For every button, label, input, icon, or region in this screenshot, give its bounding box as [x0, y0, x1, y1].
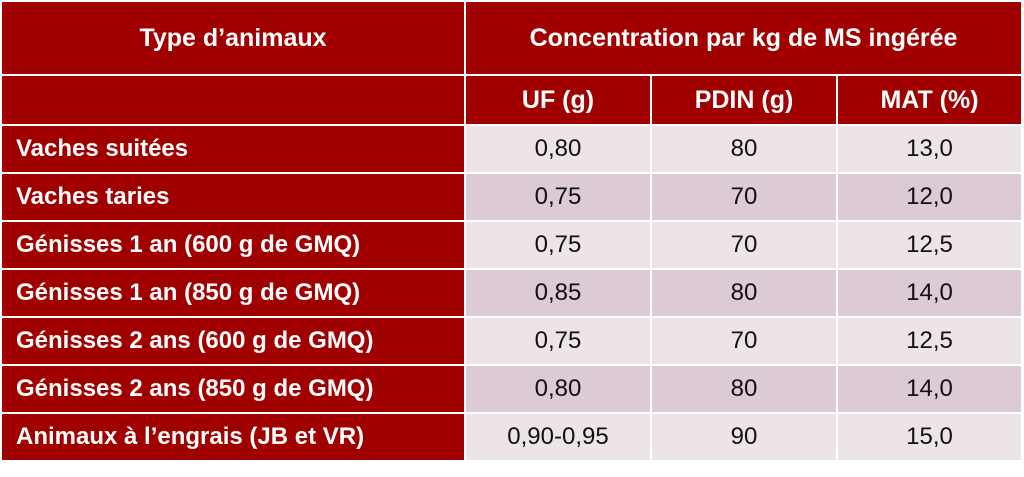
header-mat: MAT (%): [835, 74, 1024, 126]
pdin-cell: 90: [650, 412, 838, 462]
mat-cell: 12,5: [835, 316, 1024, 366]
uf-cell: 0,75: [464, 316, 652, 366]
header-animal-type: Type d’animaux: [0, 0, 466, 76]
mat-cell: 12,0: [835, 172, 1024, 222]
table-row: Génisses 2 ans (600 g de GMQ) 0,75 70 12…: [0, 316, 1024, 366]
uf-cell: 0,80: [464, 124, 652, 174]
table-row: Génisses 2 ans (850 g de GMQ) 0,80 80 14…: [0, 364, 1024, 414]
animal-type-cell: Génisses 1 an (850 g de GMQ): [0, 268, 466, 318]
header-concentration: Concentration par kg de MS ingérée: [463, 0, 1024, 76]
header-empty-cell: [0, 74, 466, 126]
header-pdin: PDIN (g): [650, 74, 838, 126]
pdin-cell: 80: [650, 364, 838, 414]
pdin-cell: 70: [650, 220, 838, 270]
pdin-cell: 80: [650, 124, 838, 174]
animal-type-cell: Génisses 1 an (600 g de GMQ): [0, 220, 466, 270]
animal-type-cell: Génisses 2 ans (600 g de GMQ): [0, 316, 466, 366]
animal-type-cell: Vaches taries: [0, 172, 466, 222]
uf-cell: 0,75: [464, 220, 652, 270]
table-row: Vaches taries 0,75 70 12,0: [0, 172, 1024, 222]
pdin-cell: 80: [650, 268, 838, 318]
mat-cell: 14,0: [835, 364, 1024, 414]
nutrition-table: Type d’animaux Concentration par kg de M…: [0, 0, 1024, 462]
table-row: Animaux à l’engrais (JB et VR) 0,90-0,95…: [0, 412, 1024, 462]
uf-cell: 0,90-0,95: [464, 412, 652, 462]
animal-type-cell: Animaux à l’engrais (JB et VR): [0, 412, 466, 462]
uf-cell: 0,85: [464, 268, 652, 318]
table-row: Génisses 1 an (600 g de GMQ) 0,75 70 12,…: [0, 220, 1024, 270]
animal-type-cell: Génisses 2 ans (850 g de GMQ): [0, 364, 466, 414]
header-uf: UF (g): [464, 74, 652, 126]
mat-cell: 12,5: [835, 220, 1024, 270]
animal-type-cell: Vaches suitées: [0, 124, 466, 174]
table-row: Génisses 1 an (850 g de GMQ) 0,85 80 14,…: [0, 268, 1024, 318]
mat-cell: 15,0: [835, 412, 1024, 462]
pdin-cell: 70: [650, 316, 838, 366]
uf-cell: 0,80: [464, 364, 652, 414]
mat-cell: 14,0: [835, 268, 1024, 318]
header-row-sub: UF (g) PDIN (g) MAT (%): [0, 74, 1024, 126]
header-row-main: Type d’animaux Concentration par kg de M…: [0, 0, 1024, 76]
table-row: Vaches suitées 0,80 80 13,0: [0, 124, 1024, 174]
uf-cell: 0,75: [464, 172, 652, 222]
pdin-cell: 70: [650, 172, 838, 222]
mat-cell: 13,0: [835, 124, 1024, 174]
